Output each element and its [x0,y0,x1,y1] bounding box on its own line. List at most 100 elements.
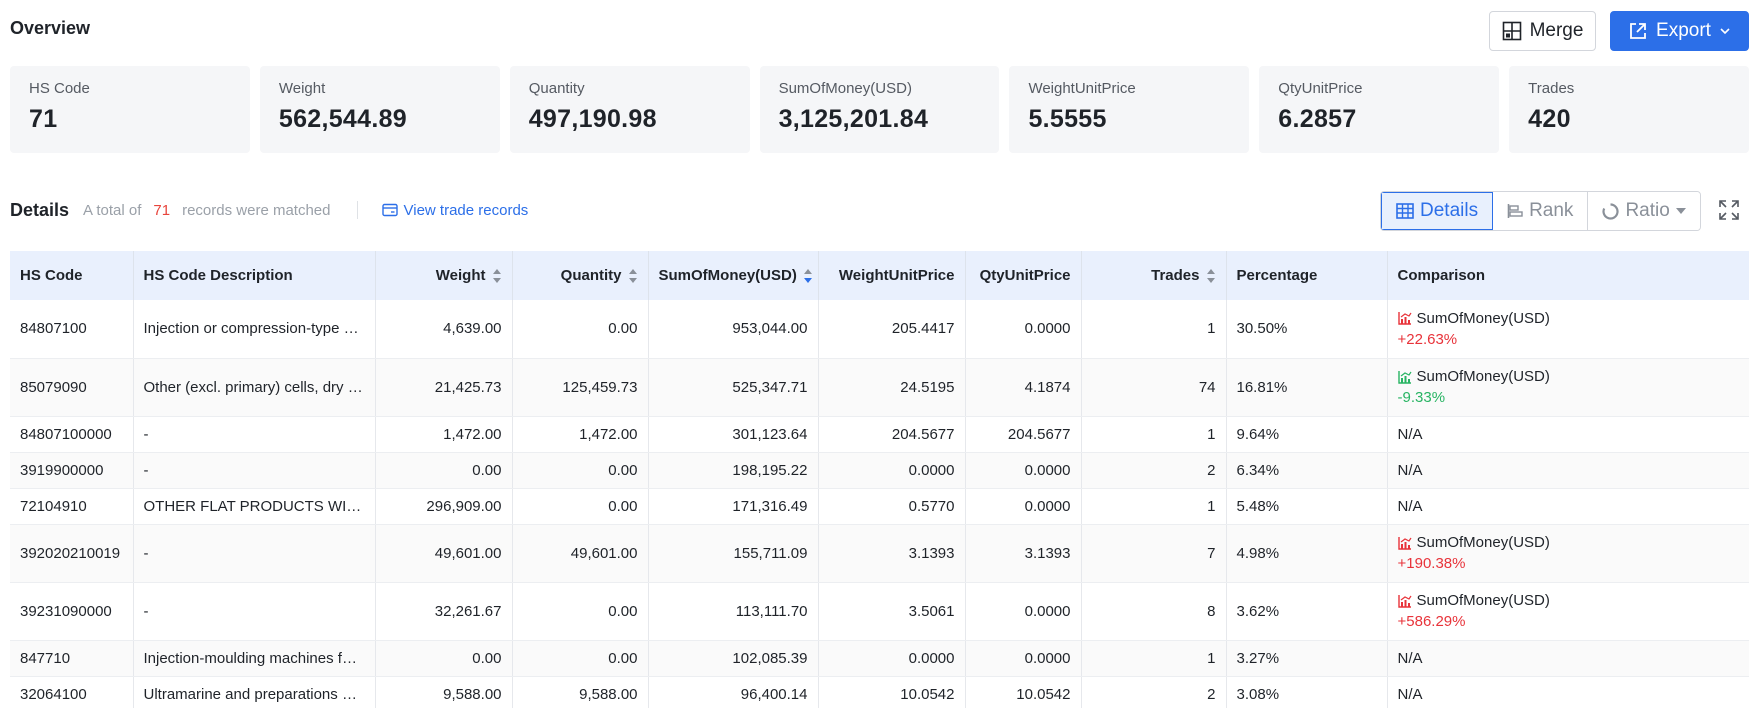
tab-rank[interactable]: Rank [1493,192,1589,230]
table-row[interactable]: 85079090 Other (excl. primary) cells, dry… [10,358,1749,417]
sort-icon[interactable] [1206,268,1216,284]
column-header-trades[interactable]: Trades [1081,251,1227,300]
card-label: QtyUnitPrice [1278,80,1363,97]
tab-rank-label: Rank [1529,200,1574,221]
cell-hs-code: 847710 [10,640,134,677]
cell-description: - [133,452,376,489]
summary-card-hs-code: HS Code 71 [10,66,250,153]
cell-weight-unit-price: 205.4417 [818,300,966,359]
cell-trades: 1 [1081,300,1227,359]
card-label: Trades [1528,80,1575,97]
cell-percentage: 4.98% [1226,524,1388,583]
export-button[interactable]: Export [1610,11,1749,51]
details-record-count: 71 [153,201,171,219]
comparison-change: -9.33% [1397,389,1446,406]
column-header-hs-code[interactable]: HS Code [10,251,134,300]
cell-weight: 9,588.00 [375,676,513,708]
comparison-metric: SumOfMoney(USD) [1416,309,1550,327]
cell-sum-of-money: 301,123.64 [648,416,819,453]
cell-comparison: N/A [1387,640,1749,677]
sort-icon[interactable] [628,268,638,284]
table-row[interactable]: 84807100 Injection or compression-type mo… [10,300,1749,359]
cell-trades: 7 [1081,524,1227,583]
column-header-qty-unit-price[interactable]: QtyUnitPrice [965,251,1082,300]
column-header-weight-label: Weight [435,266,486,284]
card-label: WeightUnitPrice [1028,80,1136,97]
tab-details[interactable]: Details [1381,192,1494,230]
table-row[interactable]: 32064100 Ultramarine and preparations bas… [10,676,1749,708]
cell-hs-code: 84807100 [10,300,134,359]
details-total-suffix: records were matched [182,201,331,219]
table-row[interactable]: 84807100000-1,472.00 1,472.00 301,123.64 20… [10,416,1749,453]
cell-sum-of-money: 953,044.00 [648,300,819,359]
cell-hs-code: 392020210019 [10,524,134,583]
cell-description: OTHER FLAT PRODUCTS WITHOUT ... [133,488,376,525]
card-value: 5.5555 [1028,105,1107,133]
column-header-quantity[interactable]: Quantity [512,251,649,300]
column-header-percentage[interactable]: Percentage [1226,251,1388,300]
cell-hs-code: 84807100000 [10,416,134,453]
cell-hs-code: 32064100 [10,676,134,708]
column-header-comparison[interactable]: Comparison [1387,251,1749,300]
card-label: Weight [278,80,326,97]
tab-ratio[interactable]: Ratio [1588,192,1700,230]
comparison-metric: SumOfMoney(USD) [1416,534,1550,551]
sort-descending-icon[interactable] [803,268,813,284]
column-header-weight[interactable]: Weight [375,251,513,300]
cell-percentage: 6.34% [1226,452,1388,489]
cell-qty-unit-price: 0.0000 [965,452,1082,489]
cell-qty-unit-price: 3.1393 [965,524,1082,583]
card-value: 420 [1528,105,1571,133]
cell-quantity: 49,601.00 [512,524,649,583]
details-table: HS Code HS Code Description Weight Quant… [10,251,1749,708]
trend-chart-icon [1397,370,1411,384]
cell-weight-unit-price: 0.0000 [818,640,966,677]
column-header-quantity-label: Quantity [560,266,622,284]
details-total-prefix: A total of [83,201,142,219]
cell-trades: 2 [1081,452,1227,489]
cell-qty-unit-price: 4.1874 [965,358,1082,417]
fullscreen-icon[interactable] [1718,199,1740,221]
cell-trades: 8 [1081,582,1227,641]
cell-weight-unit-price: 204.5677 [818,416,966,453]
column-header-description[interactable]: HS Code Description [133,251,376,300]
cell-quantity: 0.00 [512,488,649,525]
cell-description: Injection-moulding machines for w... [133,640,376,677]
table-row[interactable]: 39231090000-32,261.67 0.00 113,111.70 3.506… [10,582,1749,641]
cell-trades: 1 [1081,416,1227,453]
cell-sum-of-money: 113,111.70 [648,582,819,641]
column-header-sum-of-money[interactable]: SumOfMoney(USD) [648,251,819,300]
cell-comparison: N/A [1387,452,1749,489]
summary-card-qty-unit-price: QtyUnitPrice 6.2857 [1259,66,1500,153]
card-label: HS Code [29,80,90,97]
trend-chart-icon [1397,536,1411,550]
merge-button[interactable]: Merge [1489,11,1596,51]
cell-weight-unit-price: 24.5195 [818,358,966,417]
cell-quantity: 0.00 [512,640,649,677]
cell-weight: 0.00 [375,640,513,677]
caret-down-icon [1675,208,1686,214]
cell-qty-unit-price: 0.0000 [965,640,1082,677]
table-row[interactable]: 847710 Injection-moulding machines for w.… [10,640,1749,677]
merge-icon [1502,21,1521,41]
summary-card-weight-unit-price: WeightUnitPrice 5.5555 [1009,66,1250,153]
cell-qty-unit-price: 0.0000 [965,488,1082,525]
cell-trades: 2 [1081,676,1227,708]
cell-sum-of-money: 96,400.14 [648,676,819,708]
cell-trades: 1 [1081,488,1227,525]
column-header-weight-unit-price[interactable]: WeightUnitPrice [818,251,966,300]
cell-comparison: SumOfMoney(USD) -9.33% [1387,358,1749,417]
cell-quantity: 0.00 [512,452,649,489]
table-row[interactable]: 3919900000-0.00 0.00 198,195.22 0.0000 0.000… [10,452,1749,489]
cell-qty-unit-price: 204.5677 [965,416,1082,453]
cell-comparison: SumOfMoney(USD) +586.29% [1387,582,1749,641]
card-label: Quantity [528,80,585,97]
sort-icon[interactable] [492,268,502,284]
view-trade-records-link[interactable]: View trade records [381,202,528,219]
cell-description: Injection or compression-type mou... [133,300,376,359]
details-title: Details [10,199,70,220]
table-row[interactable]: 392020210019-49,601.00 49,601.00 155,711.0… [10,524,1749,583]
cell-percentage: 3.62% [1226,582,1388,641]
cell-weight-unit-price: 0.5770 [818,488,966,525]
